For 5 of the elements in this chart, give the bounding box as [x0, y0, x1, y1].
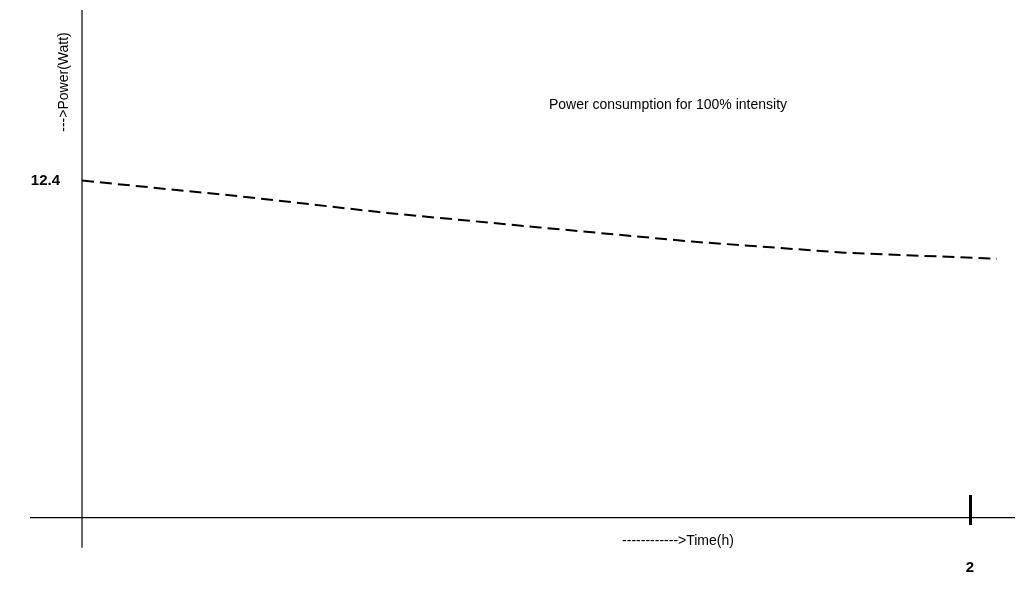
y-axis-title: --->Power(Watt) — [54, 32, 71, 132]
chart-title: Power consumption for 100% intensity — [548, 95, 788, 112]
text: 2 — [965, 557, 975, 575]
x-axis-title: ------------>Time(h) — [622, 531, 734, 548]
annotation: 12.4 — [30, 170, 61, 188]
